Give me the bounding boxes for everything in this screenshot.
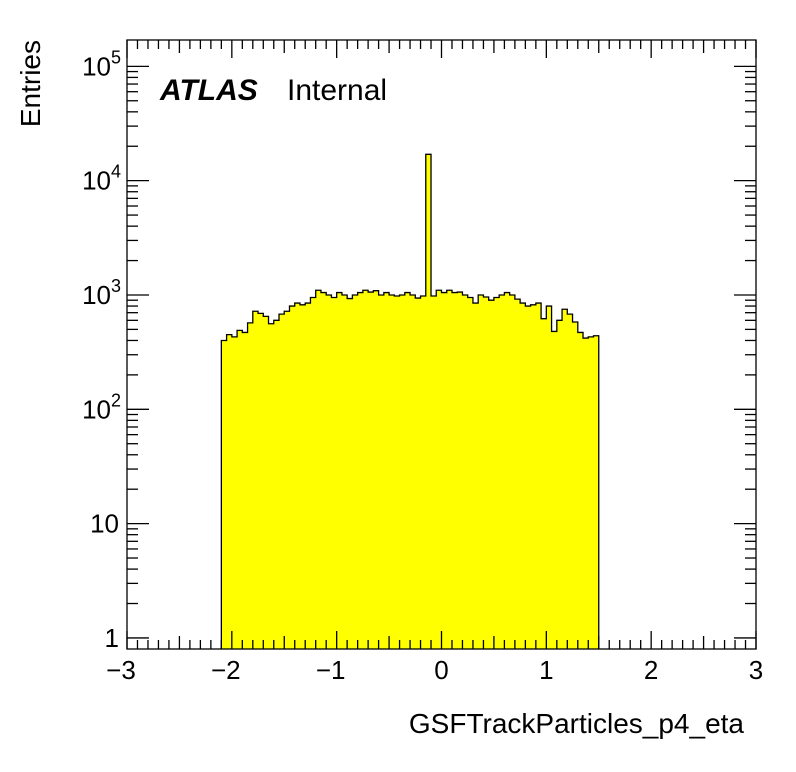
histogram-bar bbox=[420, 295, 427, 649]
histogram-bar bbox=[383, 292, 390, 649]
histogram-bar bbox=[315, 290, 322, 649]
histogram-bar bbox=[567, 314, 573, 649]
y-tick-label: 105 bbox=[82, 47, 121, 81]
histogram-bar bbox=[541, 318, 547, 649]
histogram-bars bbox=[221, 154, 600, 649]
histogram-bar bbox=[499, 294, 505, 649]
histogram-bar bbox=[221, 340, 227, 649]
histogram-bar bbox=[472, 303, 479, 649]
histogram-bar bbox=[394, 295, 400, 649]
x-tick-label: 1 bbox=[539, 655, 553, 685]
x-tick-label: −3 bbox=[106, 655, 136, 685]
histogram-bar bbox=[226, 334, 233, 649]
histogram-bar bbox=[268, 323, 275, 649]
histogram-bar bbox=[341, 294, 348, 649]
histogram-bar bbox=[326, 294, 332, 649]
histogram-bar bbox=[530, 304, 537, 649]
y-tick-label: 102 bbox=[82, 390, 121, 424]
histogram-outline bbox=[220, 153, 600, 649]
y-axis-label: Entries bbox=[15, 40, 46, 127]
x-tick-label: 3 bbox=[749, 655, 763, 685]
histogram-bar bbox=[247, 322, 254, 649]
y-tick-label: 104 bbox=[82, 162, 121, 196]
histogram-bar bbox=[577, 332, 584, 649]
x-tick-label: 0 bbox=[434, 655, 448, 685]
histogram-bar bbox=[231, 336, 238, 649]
histogram-bar bbox=[467, 297, 474, 649]
histogram-bar bbox=[273, 320, 280, 649]
histogram-bar bbox=[520, 303, 526, 649]
histogram-bar bbox=[457, 292, 463, 649]
x-axis-label: GSFTrackParticles_p4_eta bbox=[409, 708, 745, 739]
histogram-bar bbox=[389, 294, 395, 649]
histogram-bar bbox=[425, 154, 432, 649]
histogram-bar bbox=[488, 300, 495, 649]
histogram-bar bbox=[583, 338, 589, 649]
histogram-bar bbox=[514, 299, 521, 649]
histogram-bar bbox=[237, 330, 243, 649]
histogram-bar bbox=[562, 309, 568, 649]
histogram-bar bbox=[410, 294, 416, 649]
histogram-bar bbox=[504, 292, 511, 649]
histogram-bar bbox=[535, 303, 542, 649]
atlas-label: ATLAS bbox=[159, 74, 258, 107]
histogram-bar bbox=[415, 298, 421, 649]
histogram-bar bbox=[284, 311, 290, 649]
y-tick-label: 10 bbox=[90, 509, 119, 539]
histogram-bar bbox=[431, 295, 437, 649]
histogram-bar bbox=[551, 331, 558, 649]
histogram-bar bbox=[593, 335, 600, 649]
histogram-bar bbox=[493, 297, 500, 649]
histogram-bar bbox=[310, 297, 317, 649]
histogram-bar bbox=[242, 332, 248, 649]
histogram-bar bbox=[352, 294, 359, 649]
histogram-bar bbox=[279, 314, 285, 649]
histogram-bar bbox=[451, 292, 458, 649]
histogram-bar bbox=[299, 304, 306, 649]
histogram-bar bbox=[362, 290, 369, 649]
histogram-bar bbox=[373, 290, 379, 649]
x-axis-ticks bbox=[126, 40, 757, 649]
histogram-bar bbox=[294, 303, 301, 649]
histogram-bar bbox=[404, 292, 411, 649]
histogram-bar bbox=[252, 311, 259, 649]
histogram-bar bbox=[441, 292, 448, 649]
histogram-bar bbox=[305, 303, 311, 649]
histogram-bar bbox=[588, 336, 594, 649]
histogram-bar bbox=[436, 290, 442, 649]
histogram-bar bbox=[546, 306, 552, 649]
histogram-bar bbox=[320, 292, 327, 649]
y-axis-ticks bbox=[127, 65, 756, 639]
histogram-bar bbox=[357, 292, 364, 649]
internal-label: Internal bbox=[287, 74, 387, 107]
histogram-bar bbox=[446, 290, 453, 649]
histogram-bar bbox=[572, 322, 579, 649]
histogram-bar bbox=[525, 306, 532, 649]
histogram-bar bbox=[336, 292, 343, 649]
y-tick-labels: 1 10 102 103 104 105 bbox=[82, 47, 121, 653]
histogram-bar bbox=[462, 294, 469, 649]
histogram-bar bbox=[378, 294, 385, 649]
histogram-bar bbox=[509, 294, 516, 649]
histogram-bar bbox=[483, 297, 490, 649]
x-tick-label: 2 bbox=[644, 655, 658, 685]
histogram-bar bbox=[263, 316, 269, 649]
histogram-bar bbox=[347, 298, 353, 649]
histogram-bar bbox=[399, 294, 406, 649]
histogram-bar bbox=[258, 313, 264, 649]
x-tick-label: −1 bbox=[316, 655, 346, 685]
histogram-bar bbox=[289, 306, 296, 649]
y-tick-label: 1 bbox=[105, 623, 119, 653]
histogram-bar bbox=[368, 292, 374, 649]
histogram-bar bbox=[556, 320, 563, 649]
x-tick-label: −2 bbox=[211, 655, 241, 685]
histogram-bar bbox=[478, 294, 484, 649]
y-tick-label: 103 bbox=[82, 276, 121, 310]
histogram-bar bbox=[331, 297, 338, 649]
x-tick-labels: −3 −2 −1 0 1 2 3 bbox=[106, 655, 763, 685]
